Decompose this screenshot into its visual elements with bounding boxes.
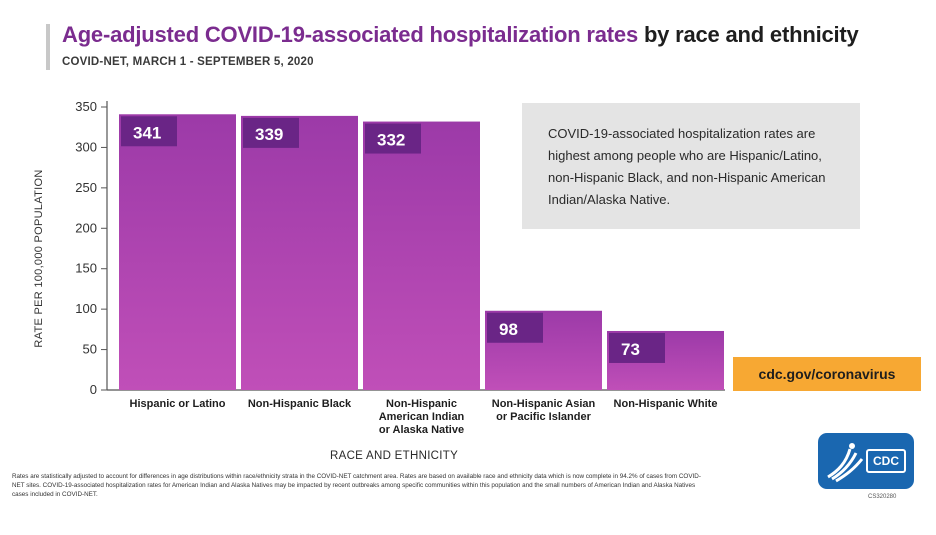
- document-code: CS320280: [868, 494, 897, 500]
- callout-box: COVID-19-associated hospitalization rate…: [522, 103, 860, 229]
- callout-text: COVID-19-associated hospitalization rate…: [548, 126, 826, 207]
- y-axis-title: RATE PER 100,000 POPULATION: [33, 169, 45, 347]
- x-tick-label: Hispanic or Latino: [130, 398, 226, 410]
- x-tick-label: Non-Hispanic: [386, 398, 457, 410]
- y-tick-label: 200: [75, 220, 97, 235]
- bar-label-box-4: [609, 332, 665, 363]
- y-tick-label: 100: [75, 301, 97, 316]
- x-tick-label: American Indian: [379, 411, 465, 423]
- bar-value-label-4: 73: [621, 340, 640, 359]
- website-badge[interactable]: cdc.gov/coronavirus: [733, 357, 921, 391]
- bar-value-label-2: 332: [377, 131, 405, 150]
- chart-title: Age-adjusted COVID-19-associated hospita…: [62, 22, 859, 48]
- bar-1: [241, 115, 358, 390]
- x-tick-label: Non-Hispanic Black: [248, 398, 352, 410]
- x-tick-label: Non-Hispanic White: [614, 398, 718, 410]
- bar-2: [363, 121, 480, 390]
- cdc-logo: CDC: [818, 433, 914, 489]
- cdc-logo-box: [866, 449, 906, 473]
- bar-label-box-3: [487, 312, 543, 343]
- hhs-eagle-icon: [827, 443, 864, 483]
- title-rest: by race and ethnicity: [643, 22, 859, 47]
- x-tick-label: Non-Hispanic Asian: [492, 398, 596, 410]
- bar-0: [119, 114, 236, 390]
- bar-value-label-0: 341: [133, 123, 161, 142]
- x-tick-label: or Pacific Islander: [496, 411, 591, 423]
- y-tick-label: 150: [75, 261, 97, 276]
- x-tick-label: or Alaska Native: [379, 424, 464, 436]
- y-tick-label: 50: [83, 342, 97, 357]
- x-axis-title: RACE AND ETHNICITY: [330, 450, 459, 462]
- footnote: Rates are statistically adjusted to acco…: [12, 473, 701, 498]
- cdc-logo-text: CDC: [873, 454, 899, 468]
- bar-label-box-2: [365, 123, 421, 154]
- title-accent-bar: [46, 24, 50, 70]
- y-tick-label: 250: [75, 180, 97, 195]
- bar-value-label-3: 98: [499, 320, 518, 339]
- bar-value-label-1: 339: [255, 125, 283, 144]
- y-tick-label: 0: [90, 382, 97, 397]
- chart-subtitle: COVID-NET, MARCH 1 - SEPTEMBER 5, 2020: [62, 56, 314, 68]
- bar-label-box-0: [121, 116, 177, 147]
- y-tick-label: 300: [75, 139, 97, 154]
- title-highlight: Age-adjusted COVID-19-associated hospita…: [62, 22, 639, 47]
- y-tick-label: 350: [75, 99, 97, 114]
- bar-label-box-1: [243, 117, 299, 148]
